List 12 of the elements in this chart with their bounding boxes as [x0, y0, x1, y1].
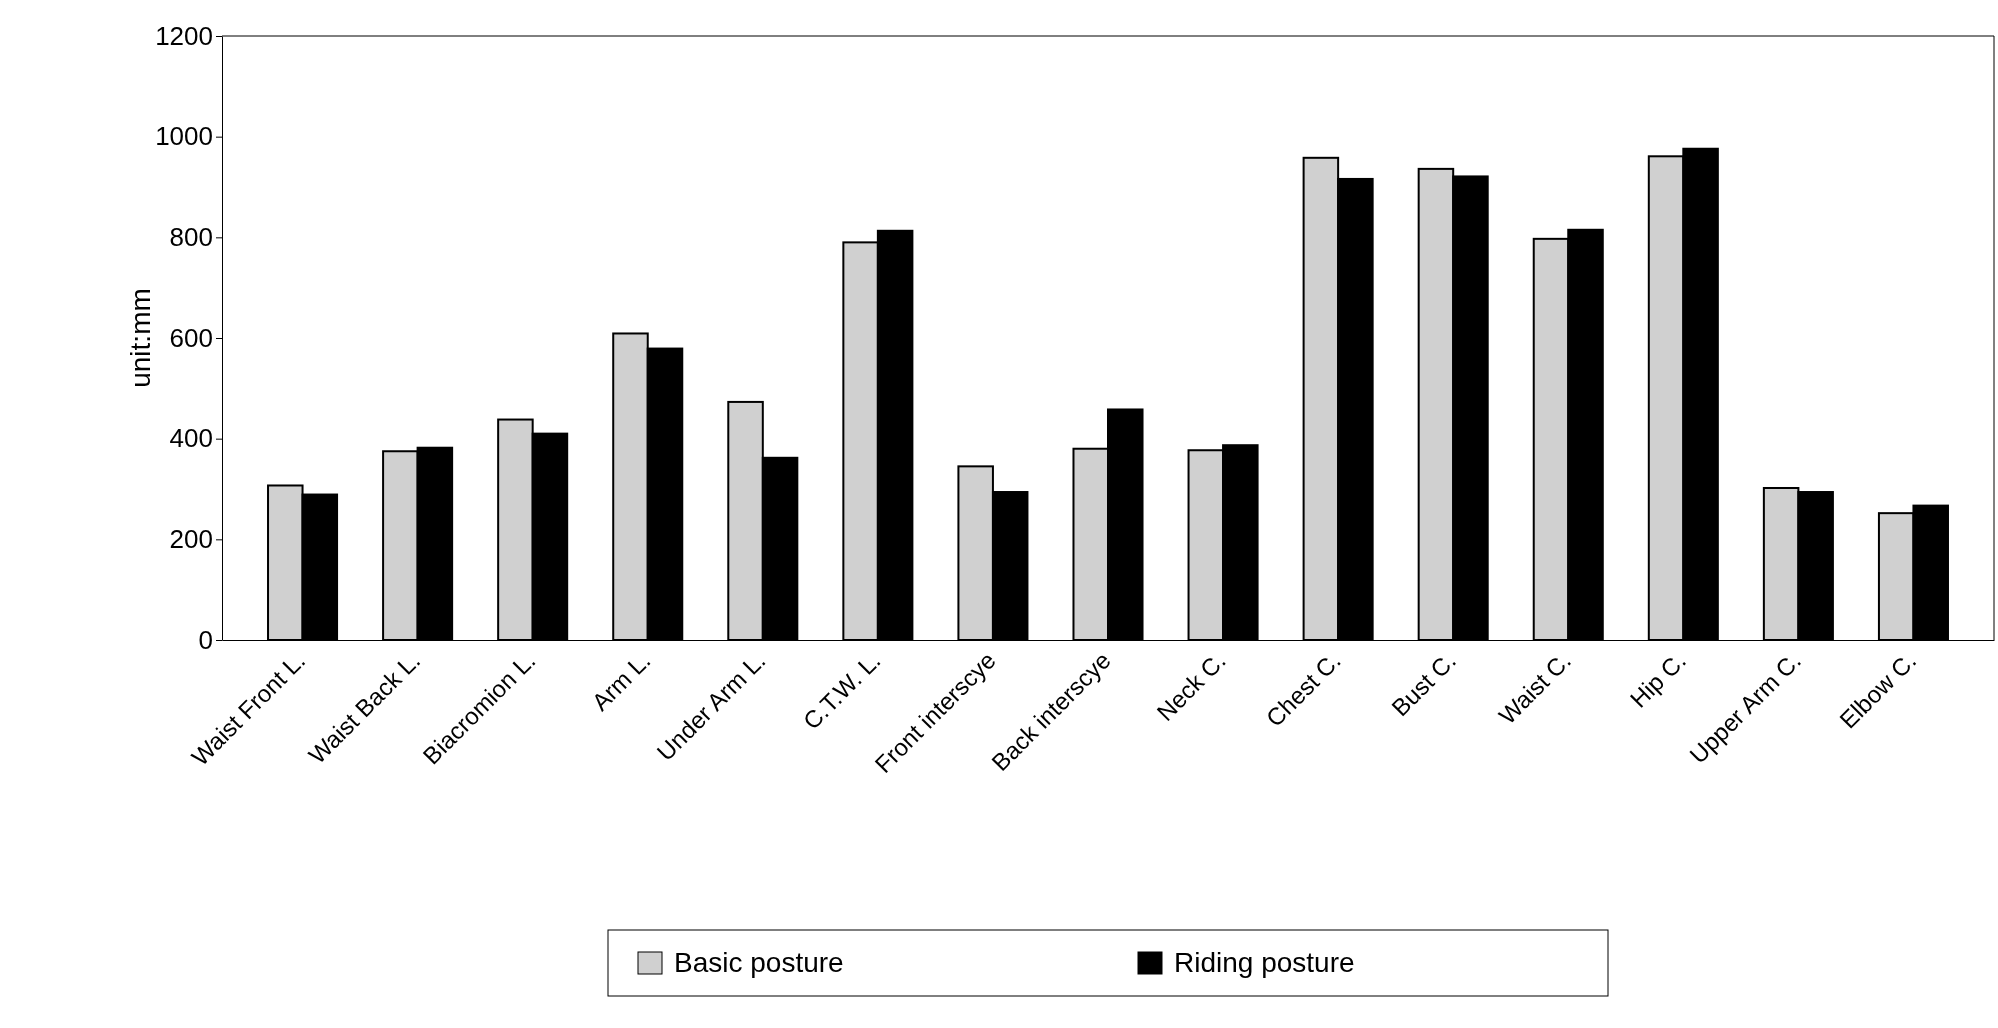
- y-tick-label: 800: [169, 222, 213, 253]
- x-tick-label: Arm L.: [586, 646, 656, 716]
- y-tick-label: 200: [169, 524, 213, 555]
- legend-label: Riding posture: [1174, 947, 1355, 978]
- y-axis-title: unit:mm: [125, 288, 156, 388]
- y-tick-label: 1200: [155, 20, 213, 51]
- legend-label: Basic posture: [674, 947, 844, 978]
- y-tick-label: 600: [169, 322, 213, 353]
- y-tick-label: 1000: [155, 121, 213, 152]
- x-tick-label: Hip C.: [1624, 646, 1692, 713]
- y-tick-label: 0: [198, 624, 213, 655]
- y-tick-label: 400: [169, 423, 213, 454]
